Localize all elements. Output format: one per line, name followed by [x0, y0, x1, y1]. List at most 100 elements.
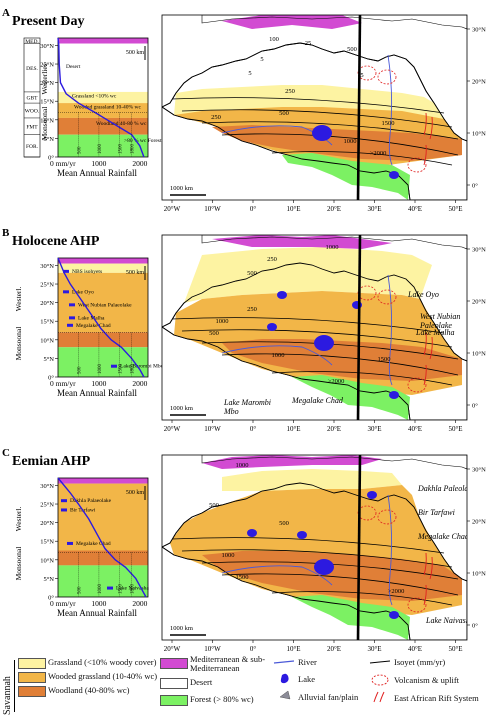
lake-label: West Nubian Palaeolake [78, 302, 132, 308]
transect-line [356, 235, 362, 420]
rift-icon [373, 691, 385, 703]
map-lake [367, 491, 377, 499]
lon-tick: 20°E [327, 645, 341, 653]
rain-tick: 500 [77, 586, 82, 594]
lon-tick: 10°W [204, 645, 221, 653]
lat-tick: 5°N [43, 356, 54, 363]
rain-tick: 1000 [98, 364, 103, 375]
zone-band [58, 550, 148, 566]
lat-tick: 30°N [40, 483, 54, 490]
lon-tick: 50°E [448, 425, 462, 433]
rain-axis-title: Mean Annual Rainfall [57, 388, 137, 398]
map-lake [297, 531, 307, 539]
rain-x-label: 1000 [91, 599, 106, 608]
isohyet-label: 500 [209, 502, 219, 509]
rain-tick: 1800 [131, 364, 136, 375]
right-lat-tick: 10°N [472, 351, 486, 358]
volcanism-marker [377, 509, 397, 525]
map-place-label: Lake Naivasha [425, 616, 474, 625]
right-lat-tick: 20°N [472, 519, 486, 526]
right-lat-tick: 30°N [472, 247, 486, 254]
map-lake [314, 335, 334, 351]
lon-tick: 0° [250, 205, 257, 213]
lon-tick: 0° [250, 645, 257, 653]
legend-river: River [298, 657, 317, 667]
map: 5 25 100 250 250 500 1000 1500 >2000 500 5 5 1000 km [162, 15, 467, 200]
map-lake [314, 559, 334, 575]
volcanism-icon [371, 674, 389, 686]
zone-band [58, 565, 148, 597]
rain-x-label: 1000 [91, 159, 106, 168]
legend-desert: Desert [190, 677, 213, 687]
zone-band [58, 263, 148, 273]
panel-letter: A [2, 7, 10, 19]
map-place-label: West Nubian [420, 312, 460, 321]
rift-marker [423, 332, 433, 386]
rift-marker [423, 552, 433, 606]
rain-tick: 1500 [118, 584, 123, 595]
isohyet-label: 500 [247, 270, 257, 277]
lake-label: Lake Naivasha [116, 586, 149, 592]
volcanism-marker [407, 157, 427, 173]
isohyet-label: >2000 [370, 150, 387, 157]
lat-tick: 25°N [40, 62, 54, 69]
lat-tick: 10°N [40, 337, 54, 344]
isohyet-label: 500 [279, 520, 289, 527]
volcanism-marker [407, 377, 427, 393]
lake-label: NBS isohyets [72, 269, 102, 275]
right-lat-tick: 0° [472, 183, 478, 190]
panel-letter: B [2, 227, 10, 239]
lake-label: Megalake Chad [76, 323, 111, 329]
isohyet-label: 500 [279, 110, 289, 117]
rain-tick: 1000 [98, 584, 103, 595]
zone-bar-label: WOO. [25, 109, 40, 115]
map-scale: 1000 km [170, 185, 193, 192]
zone-band [58, 91, 148, 104]
lat-tick: 5°N [43, 136, 54, 143]
isohyet-label: 1000 [272, 352, 285, 359]
right-lat-tick: 30°N [472, 467, 486, 474]
lake-icon [280, 673, 289, 684]
zone-band [58, 258, 148, 264]
monsoonal-label: Monsoonal [40, 107, 49, 141]
lon-tick: 50°E [448, 645, 462, 653]
volcanism-marker [377, 69, 397, 85]
monsoonal-label: Monsoonal [14, 547, 23, 581]
isohyet-label: 1000 [344, 138, 357, 145]
transect-line [356, 15, 362, 200]
right-lat-tick: 0° [472, 623, 478, 630]
right-lat-tick: 20°N [472, 299, 486, 306]
lon-tick: 10°E [286, 205, 300, 213]
lon-tick: 20°E [327, 425, 341, 433]
lat-tick: 30°N [40, 263, 54, 270]
map-lake [312, 125, 332, 141]
right-lat-tick: 10°N [472, 571, 486, 578]
volcanism-marker [407, 597, 427, 613]
isohyet-label: 250 [211, 114, 221, 121]
map-place-label: Lake Oyo [407, 290, 439, 299]
lake-label: Lake Oyo [72, 289, 94, 295]
zone-bar-label: DES. [26, 66, 38, 72]
zone-band [58, 483, 148, 551]
map-place-label: Megalake Chad [291, 396, 344, 405]
lat-tick: 10°N [40, 117, 54, 124]
legend-med: Mediterranean & sub-Mediterranean [190, 654, 266, 673]
lake-marker [63, 290, 69, 294]
legend-forest-swatch [160, 695, 188, 706]
isohyet-label: 500 [209, 330, 219, 337]
zone-label: Wooded grassland 10-40% wc [74, 105, 141, 111]
lat-tick: 25°N [40, 502, 54, 509]
lat-tick: 25°N [40, 282, 54, 289]
lat-tick: 15°N [40, 539, 54, 546]
lat-tick: 20°N [40, 300, 54, 307]
zone-label: Grassland <10% wc [72, 94, 117, 100]
isohyet-label: 5 [248, 70, 251, 77]
lon-tick: 30°E [367, 425, 381, 433]
rain-tick: 1000 [98, 144, 103, 155]
map-place-label: Dakhla Paleolake [417, 484, 476, 493]
zone-band [58, 272, 148, 333]
panel-title: Holocene AHP [12, 234, 100, 249]
rain-tick: 500 [77, 366, 82, 374]
panel-title: Eemian AHP [12, 454, 91, 469]
